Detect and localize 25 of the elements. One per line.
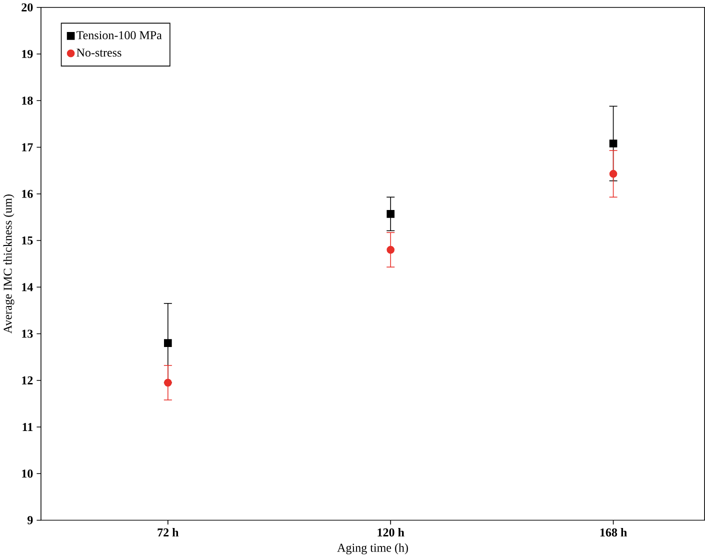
y-tick-label: 13 — [22, 330, 33, 338]
y-tick-label: 11 — [22, 423, 33, 432]
y-tick-label: 10 — [22, 470, 33, 478]
x-tick-label: 120 h — [378, 528, 404, 537]
y-axis-title: Average IMC thickness (um) — [3, 194, 14, 334]
y-tick-label: 19 — [22, 50, 33, 58]
y-tick-label: 20 — [22, 4, 33, 12]
point — [386, 246, 395, 254]
x-axis-title: Aging time (h) — [337, 544, 408, 554]
point — [609, 140, 618, 148]
y-tick-label: 16 — [22, 190, 33, 198]
legend-label: No-stress — [76, 48, 122, 57]
y-tick-label: 14 — [22, 283, 33, 292]
point — [609, 170, 618, 178]
point — [164, 339, 172, 348]
point — [164, 378, 172, 387]
y-tick-label: 9 — [27, 516, 33, 524]
y-tick-label: 17 — [22, 143, 33, 152]
y-tick-label: 18 — [22, 96, 33, 105]
y-tick-label: 12 — [22, 376, 33, 385]
legend-label: Tension-100 MPa — [76, 31, 162, 40]
x-tick-label: 72 h — [158, 528, 179, 537]
x-tick-label: 168 h — [600, 528, 627, 537]
point — [386, 210, 395, 218]
y-tick-label: 15 — [22, 236, 33, 245]
